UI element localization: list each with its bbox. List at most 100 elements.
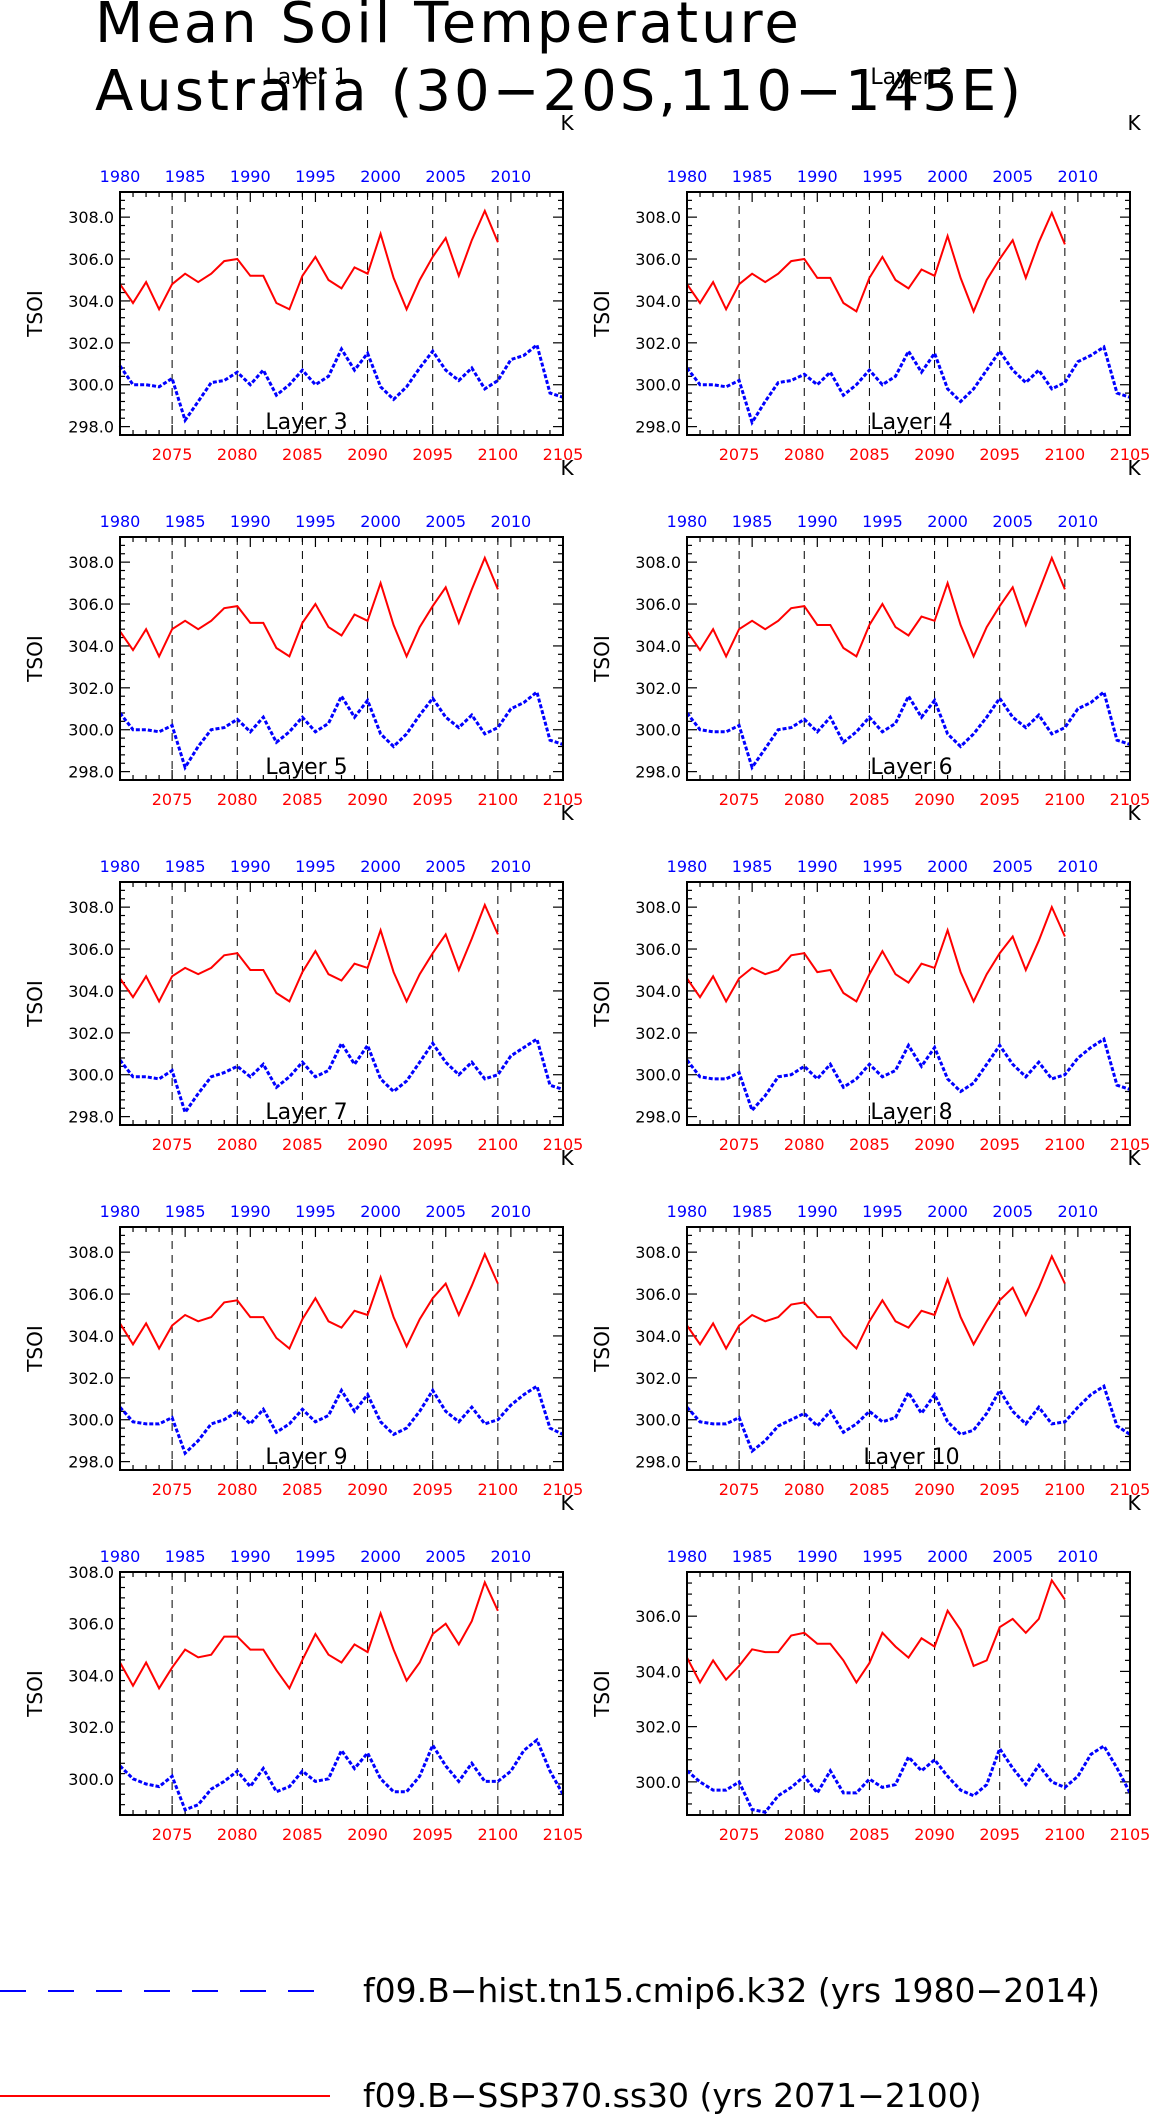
y-tick-label: 300.0 bbox=[68, 1411, 114, 1430]
y-tick-label: 308.0 bbox=[68, 208, 114, 227]
y-tick-label: 300.0 bbox=[635, 1411, 681, 1430]
y-tick-label: 306.0 bbox=[68, 1285, 114, 1304]
y-tick-label: 304.0 bbox=[635, 1662, 681, 1681]
x-tick-label-hist: 2010 bbox=[491, 512, 532, 531]
y-tick-label: 308.0 bbox=[635, 208, 681, 227]
x-tick-label-future: 2080 bbox=[784, 790, 825, 809]
x-tick-label-future: 2105 bbox=[1110, 1480, 1151, 1499]
x-tick-label-hist: 2000 bbox=[927, 167, 968, 186]
x-tick-label-future: 2085 bbox=[282, 445, 323, 464]
series-line-hist bbox=[685, 1383, 1131, 1454]
x-tick-label-future: 2075 bbox=[719, 790, 760, 809]
x-tick-label-hist: 1995 bbox=[295, 1202, 336, 1221]
y-tick-label: 308.0 bbox=[635, 553, 681, 572]
x-tick-label-hist: 1995 bbox=[295, 1547, 336, 1566]
x-tick-label-future: 2100 bbox=[1044, 790, 1085, 809]
panel-title: Layer 8 bbox=[870, 1100, 952, 1125]
x-tick-label-hist: 1990 bbox=[797, 1547, 838, 1566]
x-tick-label-hist: 2000 bbox=[360, 857, 401, 876]
panel-title: Layer 4 bbox=[870, 410, 952, 435]
x-tick-label-hist: 1980 bbox=[100, 1547, 141, 1566]
plot-frame bbox=[119, 536, 564, 781]
y-tick-label: 302.0 bbox=[635, 1718, 681, 1737]
series-line-hist bbox=[686, 1743, 1132, 1814]
x-tick-label-hist: 2010 bbox=[1058, 1202, 1099, 1221]
x-tick-label-future: 2085 bbox=[849, 445, 890, 464]
y-tick-label: 298.0 bbox=[635, 418, 681, 437]
plot-frame bbox=[119, 881, 564, 1126]
x-tick-label-future: 2085 bbox=[849, 1135, 890, 1154]
x-tick-label-future: 2095 bbox=[412, 1825, 453, 1844]
series-line-ssp370 bbox=[686, 904, 1066, 1004]
y-tick-label: 302.0 bbox=[68, 679, 114, 698]
x-tick-label-future: 2075 bbox=[152, 1480, 193, 1499]
y-tick-label: 298.0 bbox=[68, 1108, 114, 1127]
y-tick-label: 304.0 bbox=[635, 637, 681, 656]
x-tick-label-future: 2105 bbox=[1110, 445, 1151, 464]
x-tick-label-future: 2100 bbox=[1044, 1825, 1085, 1844]
x-tick-label-future: 2090 bbox=[914, 1480, 955, 1499]
panel-title: Layer 2 bbox=[870, 65, 952, 90]
y-tick-label: 304.0 bbox=[68, 1327, 114, 1346]
plot-frame bbox=[119, 191, 564, 436]
x-tick-label-future: 2095 bbox=[979, 1825, 1020, 1844]
y-tick-label: 308.0 bbox=[68, 1243, 114, 1262]
x-tick-label-hist: 1990 bbox=[230, 857, 271, 876]
y-tick-label: 300.0 bbox=[68, 1066, 114, 1085]
x-tick-label-future: 2090 bbox=[347, 1135, 388, 1154]
series-line-ssp370 bbox=[686, 210, 1066, 315]
panel-1: Layer 1 K 298.0 300.0 302.0 304.0 306.0 308.0 20… bbox=[23, 65, 583, 464]
x-tick-label-hist: 1980 bbox=[667, 167, 708, 186]
x-tick-label-future: 2095 bbox=[979, 1135, 1020, 1154]
x-tick-label-hist: 1980 bbox=[100, 1202, 141, 1221]
y-tick-label: 302.0 bbox=[635, 334, 681, 353]
x-tick-label-hist: 1980 bbox=[100, 512, 141, 531]
x-tick-label-hist: 1995 bbox=[862, 167, 903, 186]
series-line-hist bbox=[118, 1383, 564, 1456]
y-tick-label: 298.0 bbox=[68, 418, 114, 437]
y-tick-label: 308.0 bbox=[635, 1243, 681, 1262]
series-line-ssp370 bbox=[119, 1579, 499, 1691]
y-tick-label: 298.0 bbox=[68, 763, 114, 782]
unit-label: K bbox=[1127, 1146, 1141, 1170]
x-tick-label-hist: 1995 bbox=[862, 857, 903, 876]
x-tick-label-future: 2090 bbox=[347, 445, 388, 464]
y-tick-label: 308.0 bbox=[68, 898, 114, 917]
y-tick-label: 298.0 bbox=[635, 1108, 681, 1127]
series-line-ssp370 bbox=[119, 555, 499, 659]
y-tick-label: 302.0 bbox=[68, 1369, 114, 1388]
x-tick-label-future: 2100 bbox=[477, 1135, 518, 1154]
x-tick-label-future: 2095 bbox=[412, 1480, 453, 1499]
x-tick-label-future: 2090 bbox=[347, 1825, 388, 1844]
x-tick-label-hist: 1985 bbox=[732, 167, 773, 186]
x-tick-label-hist: 1990 bbox=[797, 512, 838, 531]
panel-title: Layer 7 bbox=[265, 1100, 347, 1125]
legend-label-2: f09.B−SSP370.ss30 (yrs 2071−2100) bbox=[363, 2076, 982, 2115]
y-tick-label: 304.0 bbox=[68, 292, 114, 311]
y-tick-label: 304.0 bbox=[635, 982, 681, 1001]
x-tick-label-future: 2105 bbox=[543, 1480, 584, 1499]
x-tick-label-future: 2075 bbox=[719, 1825, 760, 1844]
x-tick-label-future: 2075 bbox=[719, 1480, 760, 1499]
y-tick-label: 300.0 bbox=[68, 721, 114, 740]
x-tick-label-future: 2080 bbox=[217, 445, 258, 464]
x-tick-label-hist: 1990 bbox=[797, 1202, 838, 1221]
x-tick-label-future: 2075 bbox=[152, 1825, 193, 1844]
x-tick-label-hist: 2000 bbox=[360, 167, 401, 186]
x-tick-label-future: 2085 bbox=[849, 1480, 890, 1499]
x-tick-label-hist: 1980 bbox=[667, 1547, 708, 1566]
x-tick-label-hist: 2010 bbox=[1058, 1547, 1099, 1566]
series-line-ssp370 bbox=[686, 555, 1066, 659]
y-tick-label: 298.0 bbox=[635, 1453, 681, 1472]
y-tick-label: 304.0 bbox=[68, 982, 114, 1001]
x-tick-label-future: 2080 bbox=[217, 1825, 258, 1844]
figure-title-line-1: Mean Soil Temperature bbox=[95, 0, 802, 56]
x-tick-label-hist: 2010 bbox=[491, 1547, 532, 1566]
y-tick-label: 302.0 bbox=[635, 1369, 681, 1388]
y-tick-label: 300.0 bbox=[635, 721, 681, 740]
x-tick-label-future: 2095 bbox=[412, 1135, 453, 1154]
panel-6: Layer 6 K 298.0 300.0 302.0 304.0 306.0 308.0 20… bbox=[590, 755, 1150, 1154]
plot-frame bbox=[686, 1571, 1131, 1816]
x-tick-label-future: 2085 bbox=[849, 1825, 890, 1844]
x-tick-label-hist: 2010 bbox=[1058, 857, 1099, 876]
